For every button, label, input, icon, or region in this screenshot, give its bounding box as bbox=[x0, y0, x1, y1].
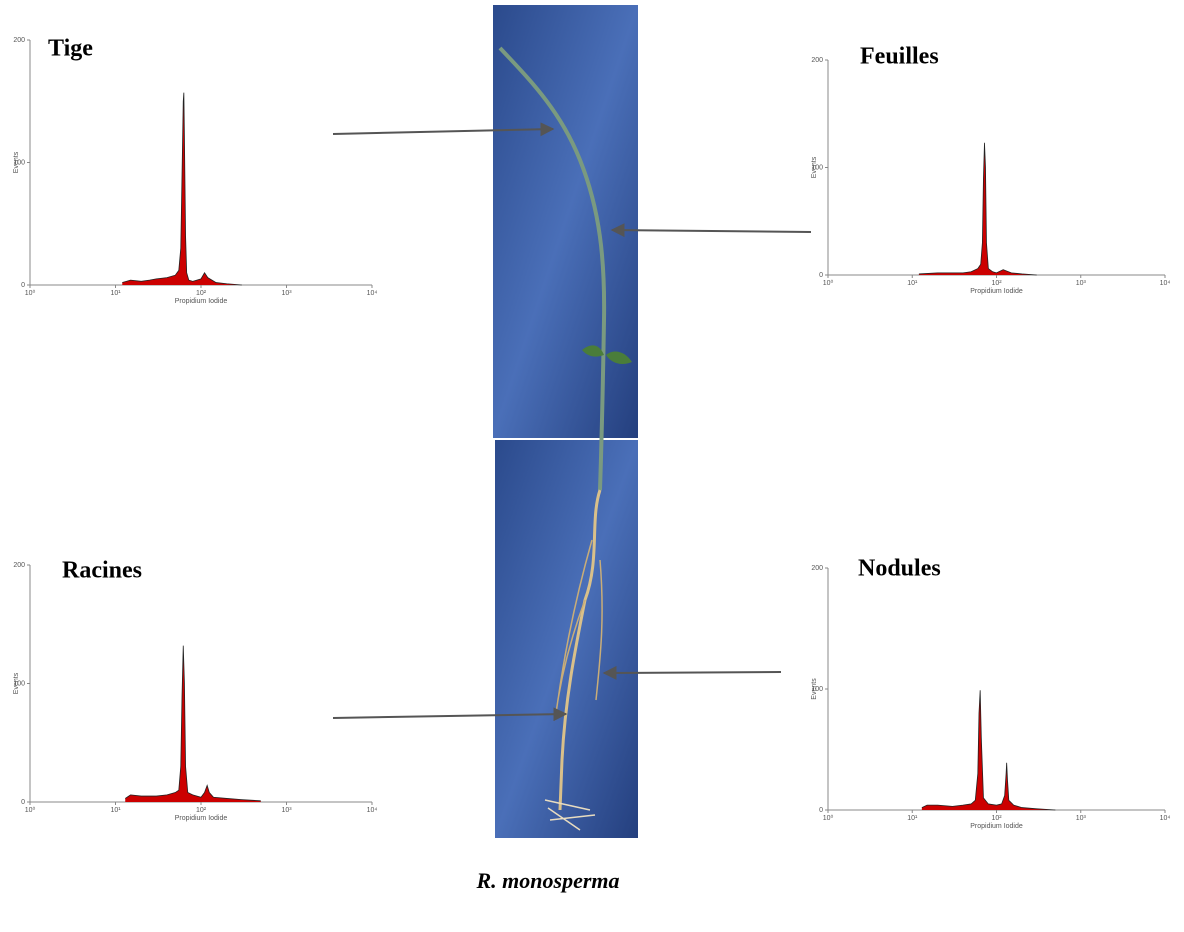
x-tick-label: 10⁰ bbox=[823, 279, 834, 287]
chart-title: Racines bbox=[62, 558, 142, 584]
y-tick-label: 0 bbox=[819, 807, 823, 814]
x-tick-label: 10¹ bbox=[907, 815, 918, 822]
x-axis-label: Propidium Iodide bbox=[970, 288, 1023, 295]
histogram-line bbox=[125, 645, 261, 802]
y-tick-label: 200 bbox=[811, 565, 823, 572]
y-tick-label: 200 bbox=[13, 37, 25, 44]
x-axis-label: Propidium Iodide bbox=[175, 815, 228, 822]
x-tick-label: 10¹ bbox=[110, 807, 121, 814]
chart-title: Nodules bbox=[858, 556, 941, 582]
y-axis-label: Events bbox=[13, 151, 20, 173]
x-tick-label: 10³ bbox=[281, 290, 292, 297]
x-tick-label: 10⁰ bbox=[25, 806, 36, 814]
x-tick-label: 10¹ bbox=[907, 280, 918, 287]
histogram-line bbox=[122, 92, 242, 286]
x-tick-label: 10¹ bbox=[110, 290, 121, 297]
y-tick-label: 100 bbox=[811, 164, 823, 171]
x-tick-label: 10⁰ bbox=[823, 814, 834, 822]
area-fill bbox=[125, 645, 261, 802]
x-tick-label: 10² bbox=[991, 815, 1002, 822]
arrows bbox=[332, 122, 812, 722]
x-tick-label: 10² bbox=[196, 290, 207, 297]
y-tick-label: 100 bbox=[811, 686, 823, 693]
x-tick-label: 10⁰ bbox=[25, 289, 36, 297]
y-tick-label: 0 bbox=[21, 799, 25, 806]
area-fill bbox=[918, 142, 1037, 275]
x-tick-label: 10³ bbox=[1076, 815, 1087, 822]
x-axis-label: Propidium Iodide bbox=[175, 298, 228, 305]
x-tick-label: 10² bbox=[991, 280, 1002, 287]
y-tick-label: 0 bbox=[819, 272, 823, 279]
y-axis-label: Events bbox=[811, 156, 818, 178]
x-tick-label: 10³ bbox=[281, 807, 292, 814]
histogram-line bbox=[918, 142, 1037, 276]
y-axis-label: Events bbox=[811, 678, 818, 700]
x-tick-label: 10⁴ bbox=[1160, 815, 1171, 822]
y-tick-label: 100 bbox=[13, 680, 25, 687]
x-tick-label: 10⁴ bbox=[367, 807, 378, 814]
y-tick-label: 200 bbox=[811, 57, 823, 64]
chart-title: Feuilles bbox=[860, 44, 939, 70]
y-tick-label: 200 bbox=[13, 562, 25, 569]
x-tick-label: 10² bbox=[196, 807, 207, 814]
x-tick-label: 10⁴ bbox=[1160, 280, 1171, 287]
chart-title: Tige bbox=[48, 36, 93, 62]
histogram-line bbox=[921, 690, 1056, 811]
x-tick-label: 10³ bbox=[1076, 280, 1087, 287]
y-tick-label: 0 bbox=[21, 282, 25, 289]
caption: R. monosperma bbox=[475, 868, 619, 893]
y-axis-label: Events bbox=[13, 672, 20, 694]
plant-photo bbox=[493, 5, 638, 838]
x-tick-label: 10⁴ bbox=[367, 290, 378, 297]
x-axis-label: Propidium Iodide bbox=[970, 823, 1023, 830]
area-fill bbox=[921, 690, 1056, 810]
y-tick-label: 100 bbox=[13, 159, 25, 166]
